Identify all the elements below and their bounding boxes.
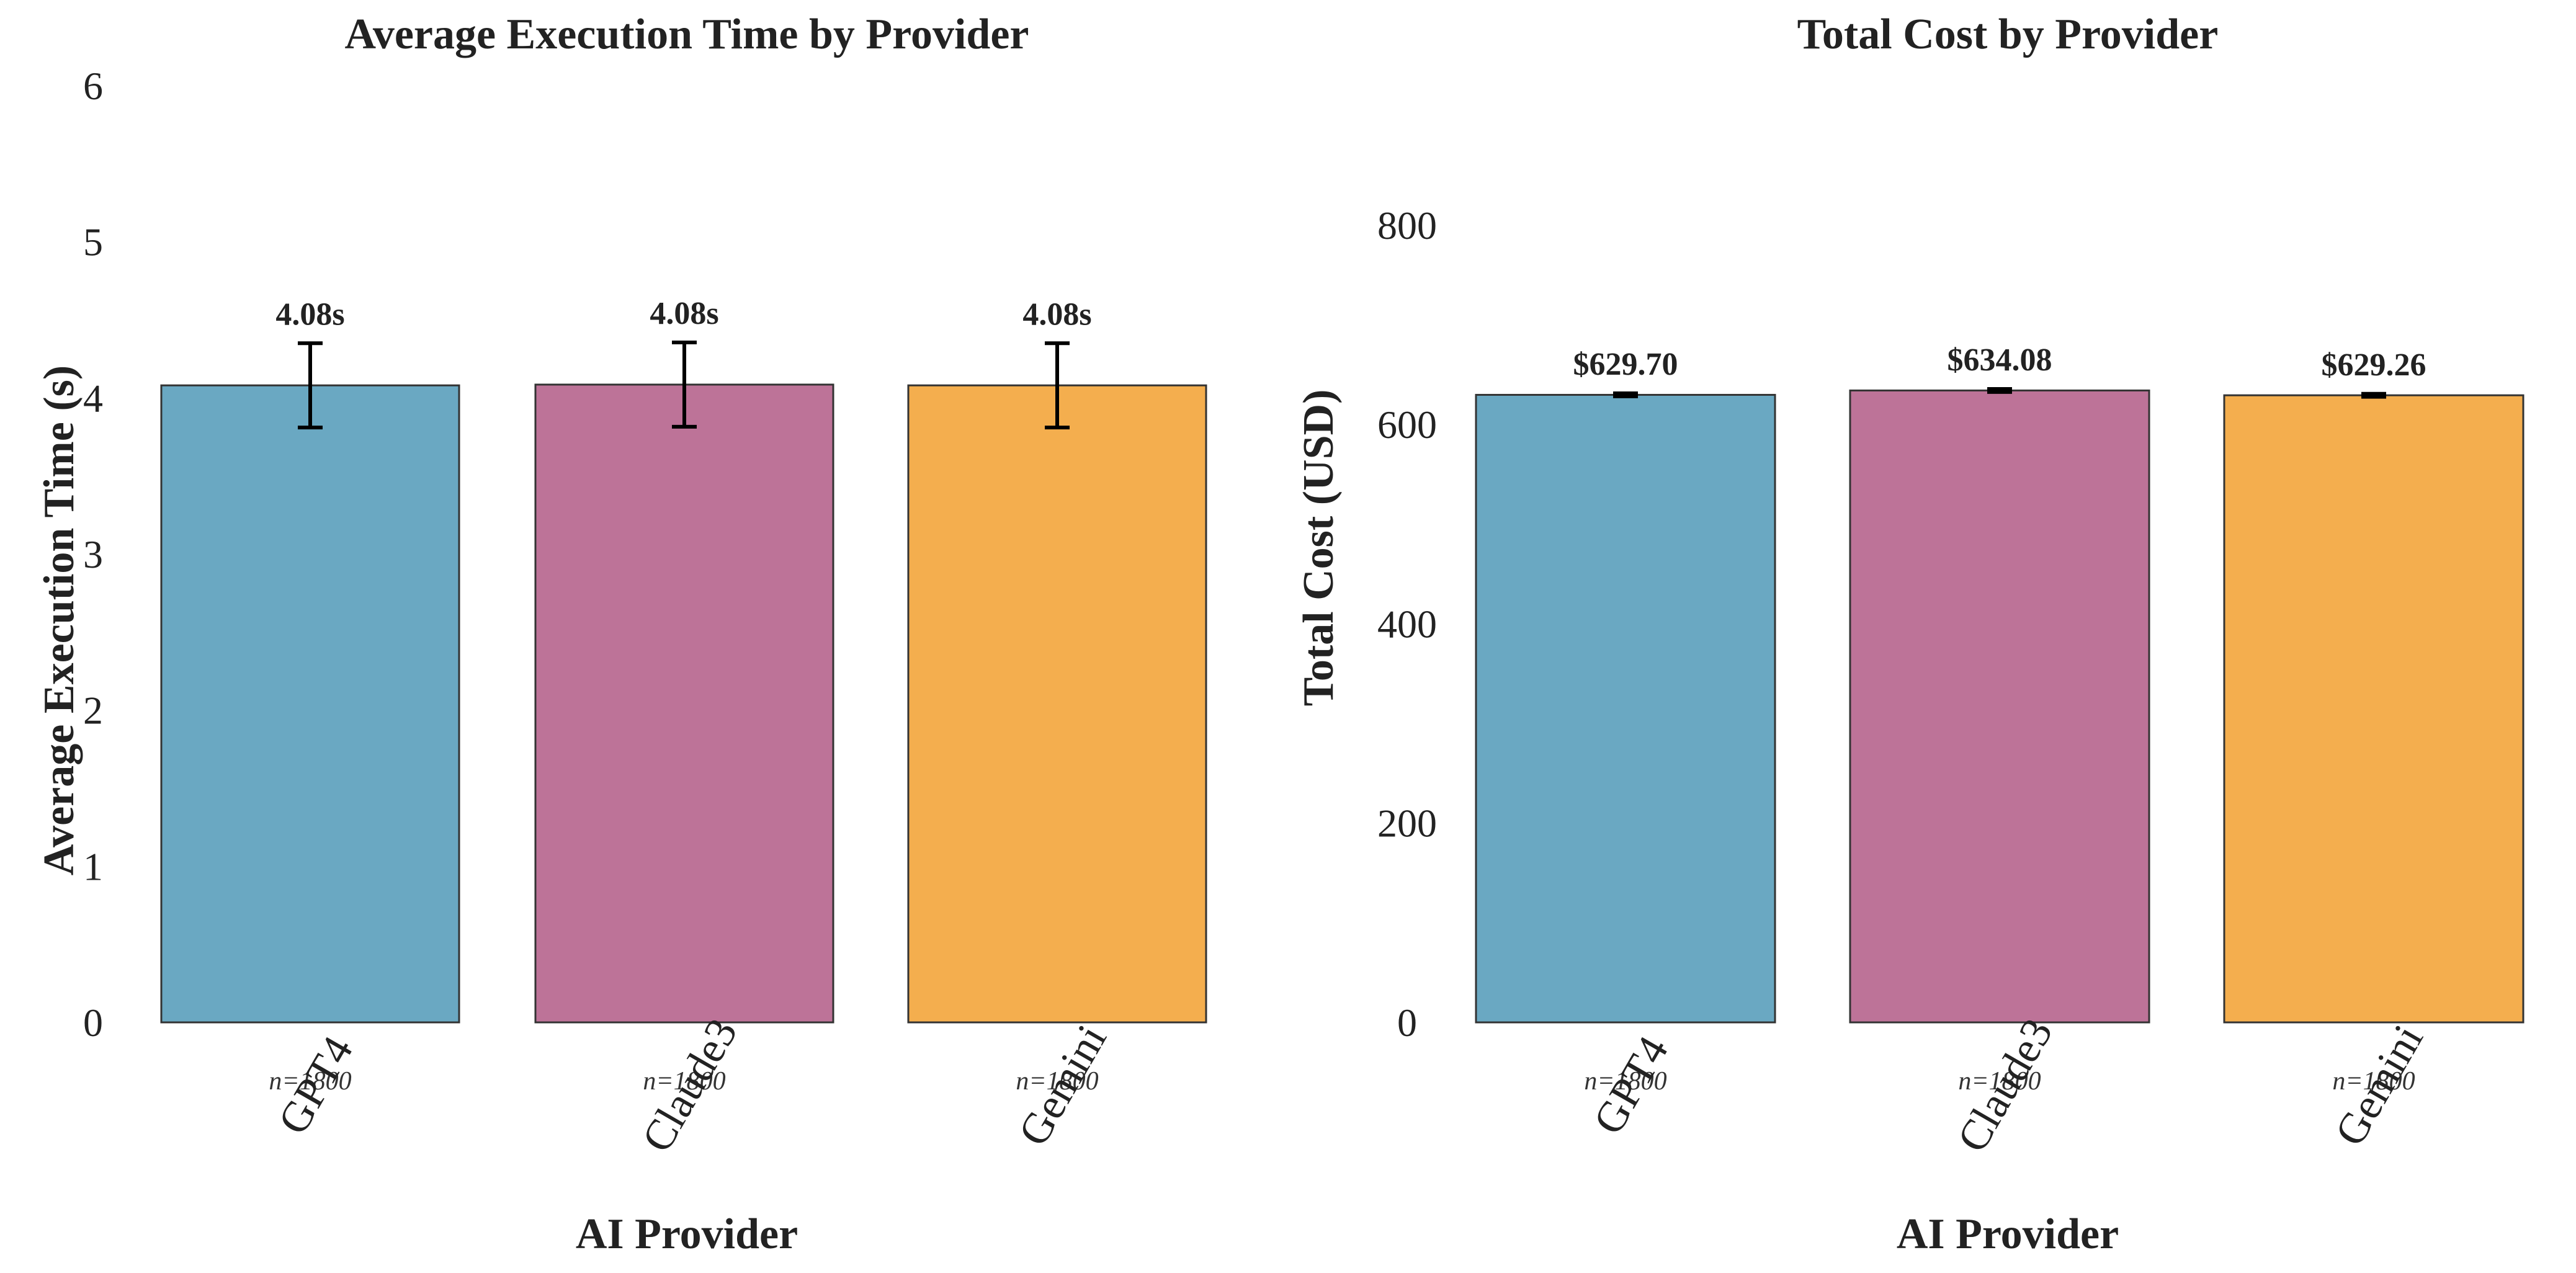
y-tick-label: 6 xyxy=(83,64,103,108)
chart-title: Total Cost by Provider xyxy=(1797,11,2219,58)
sample-size-label: n=1800 xyxy=(269,1067,351,1096)
value-label: 4.08s xyxy=(275,297,344,332)
execution-time-panel: Average Execution Time by Provider Avera… xyxy=(35,11,1207,1258)
value-label: 4.08s xyxy=(650,296,718,331)
value-label: $629.26 xyxy=(2322,347,2426,383)
sample-size-label: n=1800 xyxy=(1584,1067,1666,1096)
y-tick-label: 400 xyxy=(1377,602,1437,646)
value-label: $629.70 xyxy=(1573,347,1678,382)
sample-size-label: n=1800 xyxy=(643,1067,725,1096)
y-axis-label: Total Cost (USD) xyxy=(1295,390,1343,707)
bar xyxy=(534,383,834,1024)
y-tick-label: 2 xyxy=(83,689,103,733)
sample-size-label: n=1800 xyxy=(2332,1067,2415,1096)
bar xyxy=(1849,389,2150,1024)
y-tick-label: 4 xyxy=(83,376,103,420)
x-axis-label: AI Provider xyxy=(576,1210,798,1258)
y-tick-label: 1 xyxy=(83,844,103,888)
value-label: 4.08s xyxy=(1022,297,1091,332)
bar xyxy=(907,384,1207,1024)
bars-group: 0200400600800$629.70n=1800GPT4$634.08n=1… xyxy=(1377,203,2525,1160)
y-tick-label: 0 xyxy=(1397,1001,1417,1045)
y-tick-label: 5 xyxy=(83,220,103,264)
x-axis-label: AI Provider xyxy=(1897,1210,2119,1258)
y-tick-label: 0 xyxy=(83,1001,103,1045)
total-cost-panel: Total Cost by Provider Total Cost (USD) … xyxy=(1295,11,2525,1258)
y-tick-label: 3 xyxy=(83,532,103,576)
bar xyxy=(1475,393,1776,1024)
y-axis-label: Average Execution Time (s) xyxy=(35,365,83,875)
sample-size-label: n=1800 xyxy=(1958,1067,2041,1096)
value-label: $634.08 xyxy=(1948,342,2052,378)
bar xyxy=(2223,394,2525,1024)
bar xyxy=(160,384,460,1024)
y-tick-label: 600 xyxy=(1377,403,1437,447)
y-tick-label: 200 xyxy=(1377,802,1437,846)
bars-group: 01234564.08sn=1800GPT44.08sn=1800Claude3… xyxy=(83,64,1207,1160)
y-tick-label: 800 xyxy=(1377,203,1437,248)
sample-size-label: n=1800 xyxy=(1016,1067,1098,1096)
chart-title: Average Execution Time by Provider xyxy=(344,11,1029,58)
